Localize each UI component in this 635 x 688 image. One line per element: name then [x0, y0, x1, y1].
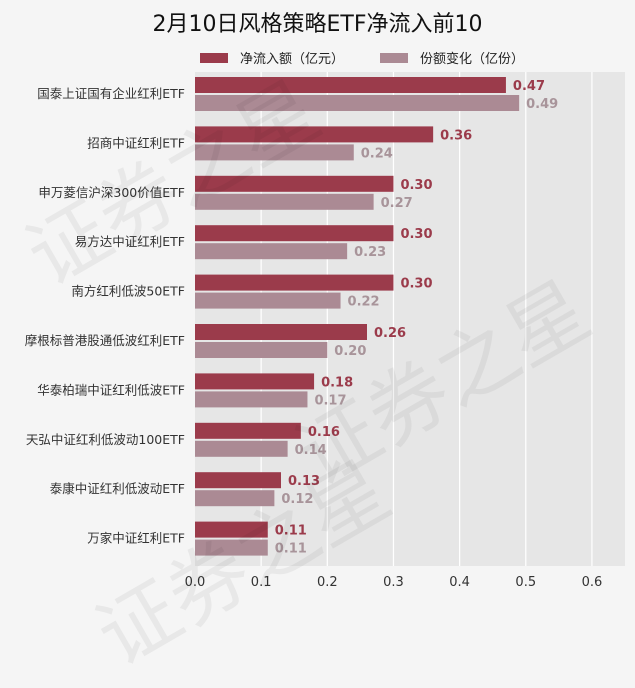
category-label: 南方红利低波50ETF [71, 284, 185, 299]
data-label-share: 0.14 [295, 443, 327, 458]
x-tick-label: 0.3 [383, 575, 404, 590]
data-label-share: 0.24 [361, 146, 393, 161]
x-tick-label: 0.6 [582, 575, 603, 590]
bar-inflow [195, 77, 506, 93]
bar-inflow [195, 521, 268, 538]
legend-label-inflow: 净流入额（亿元） [240, 52, 345, 67]
bar-share [195, 292, 341, 309]
data-label-inflow: 0.11 [275, 524, 307, 539]
category-label: 泰康中证红利低波动ETF [50, 481, 185, 496]
bar-share [195, 193, 374, 210]
bar-inflow [195, 472, 281, 489]
legend-swatch-share [380, 52, 409, 63]
data-label-share: 0.12 [281, 492, 313, 507]
category-label: 万家中证红利ETF [87, 531, 185, 546]
category-label: 华泰柏瑞中证红利低波ETF [37, 382, 185, 397]
category-label: 国泰上证国有企业红利ETF [37, 86, 185, 101]
data-label-inflow: 0.47 [513, 79, 545, 94]
legend: 净流入额（亿元） 份额变化（亿份） [200, 48, 524, 67]
data-label-inflow: 0.13 [288, 474, 320, 489]
data-label-share: 0.17 [314, 393, 346, 408]
data-label-inflow: 0.26 [374, 326, 406, 341]
bar-share [195, 391, 308, 408]
data-label-share: 0.22 [348, 295, 380, 310]
data-label-inflow: 0.30 [400, 178, 432, 193]
legend-item-inflow: 净流入额（亿元） [200, 48, 344, 67]
data-label-inflow: 0.16 [308, 425, 340, 440]
bar-share [195, 342, 328, 358]
data-label-inflow: 0.30 [400, 277, 432, 292]
bar-inflow [195, 126, 434, 143]
category-label: 申万菱信沪深300价值ETF [38, 185, 185, 200]
category-label: 摩根标普港股通低波红利ETF [25, 333, 185, 348]
bar-share [195, 490, 275, 507]
data-label-inflow: 0.18 [321, 375, 353, 390]
data-label-share: 0.23 [354, 245, 386, 260]
category-label: 天弘中证红利低波动100ETF [26, 432, 185, 447]
x-tick-label: 0.5 [515, 575, 536, 590]
legend-label-share: 份额变化（亿份） [420, 52, 525, 67]
bar-share [195, 440, 288, 457]
bar-inflow [195, 225, 394, 242]
x-tick-label: 0.2 [317, 575, 338, 590]
bar-inflow [195, 324, 367, 340]
data-label-inflow: 0.30 [400, 227, 432, 242]
bar-share [195, 144, 354, 161]
legend-item-share: 份额变化（亿份） [380, 48, 524, 67]
data-label-share: 0.11 [275, 542, 307, 557]
category-label: 招商中证红利ETF [87, 135, 185, 150]
category-label: 易方达中证红利ETF [75, 234, 185, 249]
bar-share [195, 539, 268, 556]
bar-share [195, 243, 348, 260]
data-label-share: 0.49 [526, 97, 558, 112]
bar-inflow [195, 175, 394, 192]
x-tick-label: 0.4 [449, 575, 470, 590]
data-label-inflow: 0.36 [440, 128, 472, 143]
data-label-share: 0.20 [334, 344, 366, 359]
bar-share [195, 95, 520, 111]
legend-swatch-inflow [200, 52, 228, 63]
bar-chart: 0.0 0.1 0.2 0.3 0.4 0.5 0.6 国泰上证国有企业红利ETF 0.47 0.… [25, 72, 625, 590]
bar-inflow [195, 422, 301, 439]
data-label-share: 0.27 [381, 196, 413, 211]
bar-inflow [195, 373, 315, 390]
x-tick-label: 0.0 [185, 575, 206, 590]
bar-inflow [195, 274, 394, 291]
x-tick-label: 0.1 [251, 575, 272, 590]
chart-title: 2月10日风格策略ETF净流入前10 [152, 12, 483, 37]
